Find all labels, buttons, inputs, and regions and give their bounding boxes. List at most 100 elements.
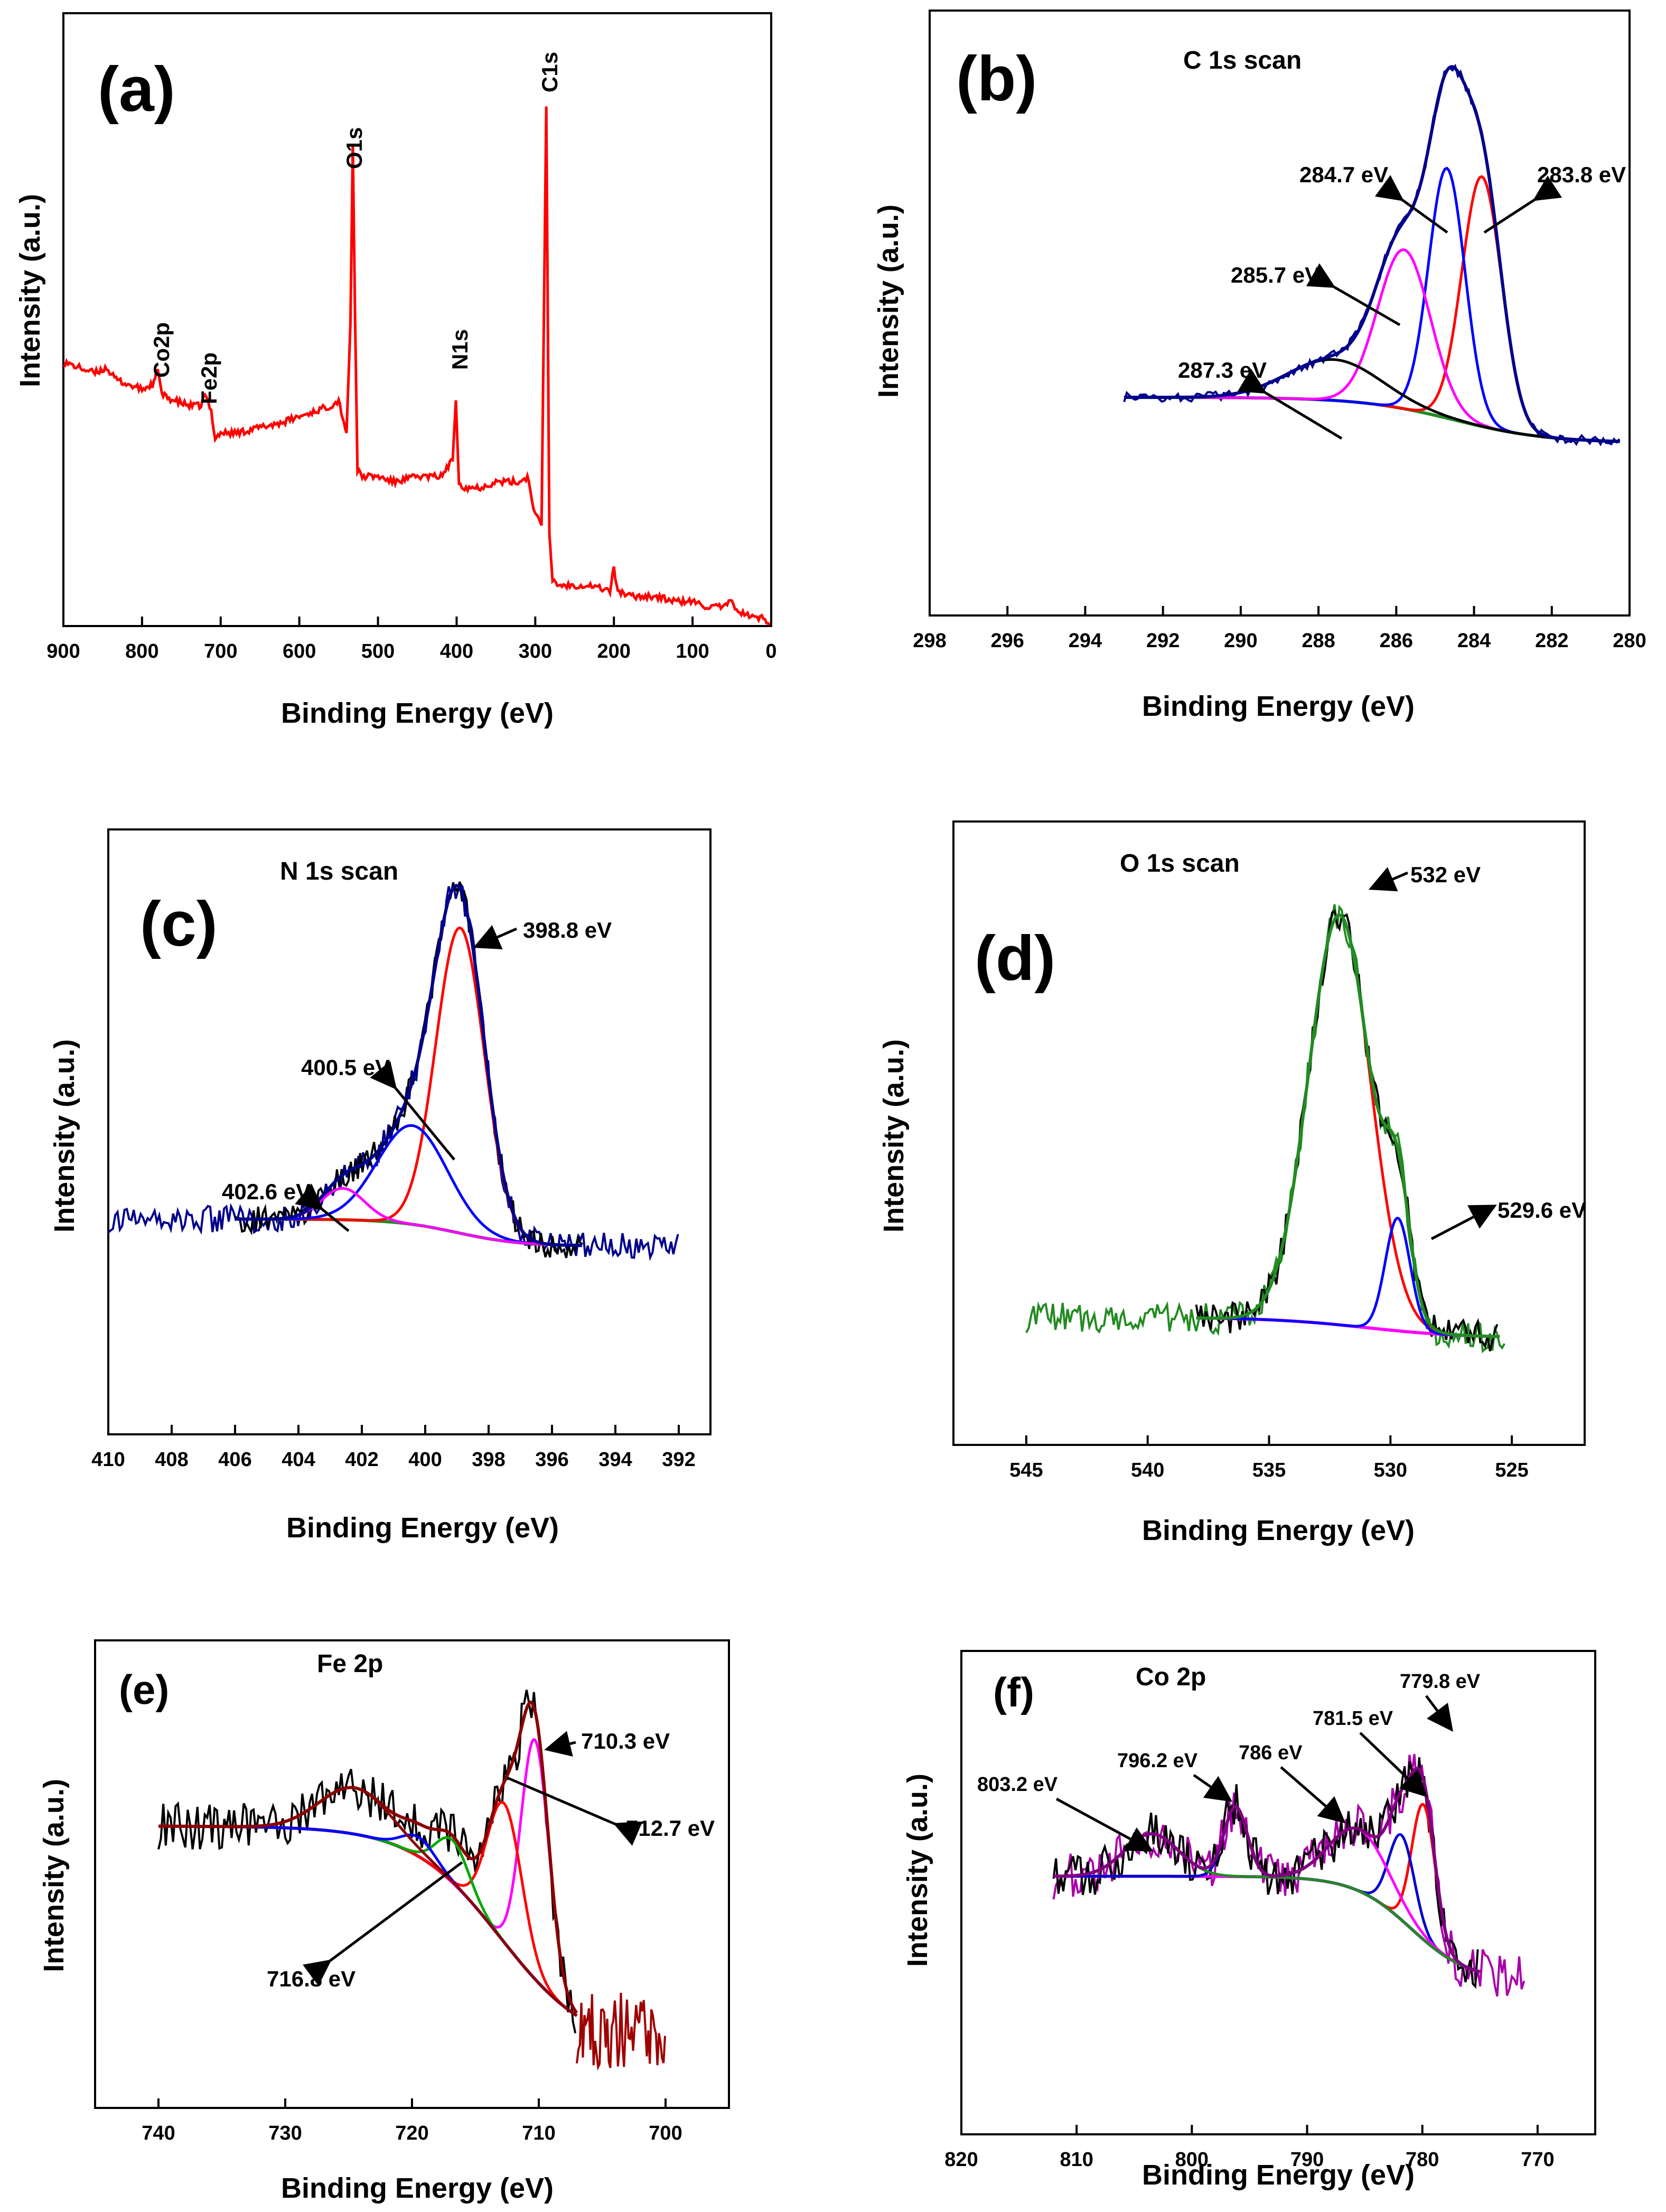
x-ticks-e: 740 730 720 710 700 (142, 2098, 682, 2144)
x-ticks-c: 410 408 406 404 402 400 398 396 394 392 (91, 1425, 696, 1471)
arrow-781-5 (1359, 1732, 1428, 1797)
x-tick-label: 286 (1380, 630, 1413, 652)
scan-title-b: C 1s scan (1183, 46, 1302, 74)
x-axis-title-b: Binding Energy (eV) (1142, 690, 1415, 722)
peak-label-779-8: 779.8 eV (1400, 1670, 1481, 1693)
peak-label-c1s: C1s (537, 52, 562, 92)
y-axis-title-c: Intensity (a.u.) (49, 1039, 80, 1233)
x-tick-label: 810 (1060, 2149, 1093, 2171)
series-component (1124, 166, 1620, 443)
scan-title-d: O 1s scan (1120, 850, 1240, 878)
x-tick-label: 292 (1146, 630, 1180, 652)
x-tick-label: 790 (1290, 2149, 1324, 2171)
peak-label-400-5: 400.5 eV (301, 1055, 390, 1080)
series-raw-data (1195, 909, 1499, 1351)
peak-label-co2p: Co2p (149, 322, 174, 378)
arrow-284-7 (1374, 175, 1448, 234)
series-raw-side (1025, 904, 1506, 1354)
peak-label-283-8: 283.8 eV (1537, 162, 1626, 187)
peak-label-796-2: 796.2 eV (1117, 1750, 1198, 1772)
arrow-779-8 (1425, 1695, 1453, 1732)
x-tick-label: 288 (1302, 630, 1335, 652)
peak-label-710-3: 710.3 eV (581, 1729, 670, 1753)
x-tick-label: 300 (519, 640, 552, 662)
y-axis-title-d: Intensity (a.u.) (878, 1039, 910, 1233)
arrow-285-7 (1306, 263, 1401, 326)
scan-title-f: Co 2p (1136, 1663, 1206, 1691)
series-component (1196, 1216, 1500, 1338)
x-tick-label: 394 (598, 1449, 632, 1471)
series-background (158, 1824, 578, 2017)
x-tick-label: 400 (440, 640, 473, 662)
series-raw-tail (576, 1993, 666, 2071)
panel-b: (b) C 1s scan 298 296 294 292 290 288 286 284 28… (873, 10, 1646, 722)
x-tick-label: 730 (268, 2122, 302, 2144)
plot-area-d (1025, 904, 1506, 1354)
plot-area-a (63, 106, 772, 626)
x-tick-label: 400 (408, 1449, 442, 1471)
panel-label-b: (b) (956, 43, 1037, 114)
panel-d: (d) O 1s scan 545 540 535 530 525 Binding En… (878, 820, 1586, 1546)
x-tick-label: 535 (1252, 1459, 1286, 1481)
plot-frame-b (929, 10, 1631, 617)
x-tick-label: 710 (522, 2122, 555, 2144)
plot-frame-f (960, 1650, 1596, 2135)
panel-label-e: (e) (119, 1666, 169, 1713)
peak-label-402-6: 402.6 eV (222, 1179, 311, 1204)
series-raw-data (157, 1690, 577, 2033)
x-tick-label: 820 (944, 2149, 978, 2171)
series-raw-data (234, 881, 584, 1258)
x-axis-title-e: Binding Energy (eV) (281, 2172, 554, 2204)
peak-label-284-7: 284.7 eV (1299, 162, 1388, 187)
panel-label-f: (f) (993, 1669, 1034, 1715)
arrow-796-2 (1193, 1774, 1233, 1802)
arrow-803-2 (1055, 1797, 1154, 1852)
x-axis-title-c: Binding Energy (eV) (286, 1512, 559, 1544)
panel-a: (a) 900 800 700 600 500 400 300 200 100 0 Binding… (14, 12, 777, 729)
x-tick-label: 284 (1457, 630, 1491, 652)
peak-label-285-7: 285.7 eV (1231, 263, 1319, 287)
plot-frame-a (62, 12, 772, 627)
arrow-716-8 (302, 1861, 463, 1986)
peak-label-n1s: N1s (447, 329, 472, 370)
x-tick-label: 770 (1521, 2149, 1554, 2171)
x-axis-title-d: Binding Energy (eV) (1142, 1515, 1415, 1546)
series-raw-data (1123, 63, 1621, 446)
arrow-402-6 (295, 1183, 350, 1232)
series-envelope (235, 884, 582, 1247)
series-envelope (158, 1701, 578, 2014)
x-tick-label: 396 (535, 1449, 568, 1471)
peak-label-532: 532 eV (1410, 862, 1481, 887)
series-component (1196, 913, 1500, 1338)
x-axis-title-a: Binding Energy (eV) (281, 697, 554, 729)
x-tick-label: 392 (662, 1449, 695, 1471)
plot-frame-d (952, 820, 1586, 1446)
series-raw-data (1052, 1757, 1479, 1989)
x-tick-label: 700 (204, 640, 237, 662)
y-axis-title-a: Intensity (a.u.) (14, 194, 46, 387)
x-tick-label: 545 (1009, 1459, 1043, 1481)
x-tick-label: 294 (1069, 630, 1102, 652)
peak-label-fe2p: Fe2p (196, 352, 221, 404)
x-tick-label: 530 (1374, 1459, 1407, 1481)
peak-label-781-5: 781.5 eV (1313, 1707, 1393, 1730)
x-tick-label: 398 (472, 1449, 505, 1471)
x-tick-label: 700 (649, 2122, 682, 2144)
x-tick-label: 410 (91, 1449, 125, 1471)
x-axis-title-f: Binding Energy (eV) (1142, 2159, 1415, 2191)
x-tick-label: 100 (676, 640, 709, 662)
y-axis-title-e: Intensity (a.u.) (38, 1779, 70, 1972)
peak-label-398-8: 398.8 eV (523, 918, 612, 942)
x-ticks-b: 298 296 294 292 290 288 286 284 282 280 (913, 606, 1646, 652)
panel-label-a: (a) (98, 54, 175, 125)
series-component (158, 1800, 578, 2017)
panel-label-d: (d) (975, 923, 1055, 994)
x-tick-label: 800 (1175, 2149, 1209, 2171)
x-tick-label: 402 (345, 1449, 378, 1471)
arrow-712-7 (507, 1776, 643, 1846)
arrow-532 (1368, 867, 1408, 892)
series-envelope (1196, 913, 1500, 1339)
arrow-529-6 (1430, 1205, 1497, 1240)
panel-c: (c) N 1s scan 410 408 406 404 402 400 398 396 39… (49, 828, 712, 1544)
